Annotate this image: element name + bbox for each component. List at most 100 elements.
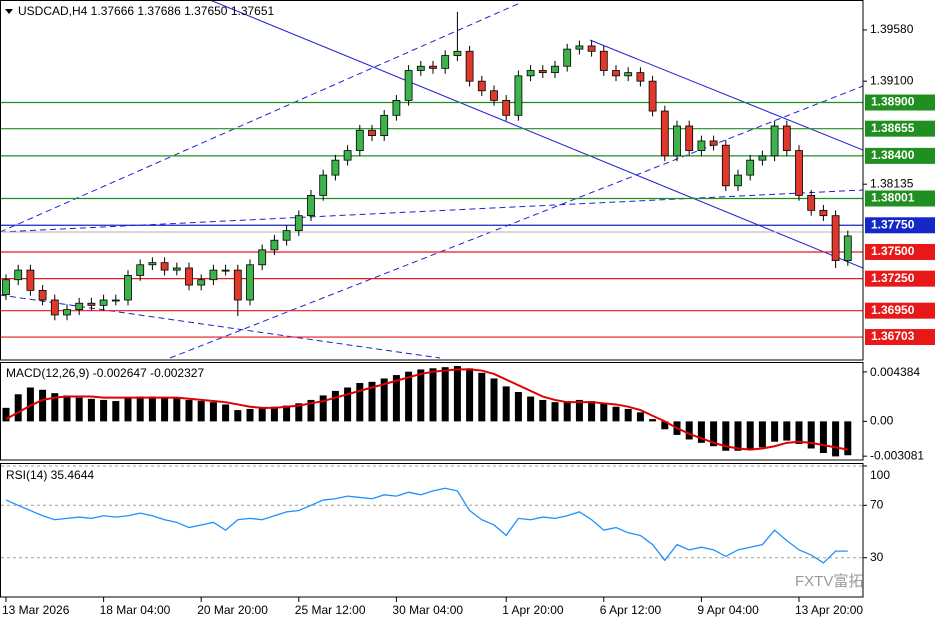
candle-body xyxy=(331,159,340,176)
macd-bar xyxy=(783,421,791,441)
macd-bar xyxy=(710,421,718,447)
macd-title: MACD(12,26,9) -0.002647 -0.002327 xyxy=(6,366,204,380)
candle-body xyxy=(221,269,230,272)
macd-bar xyxy=(771,421,779,442)
level-label-box xyxy=(865,270,935,287)
candle-body xyxy=(185,267,193,286)
macd-bar xyxy=(502,386,510,422)
macd-bar xyxy=(722,421,730,451)
level-label: 1.36950 xyxy=(871,303,915,317)
candle-body xyxy=(502,99,511,116)
watermark: FXTV富拓 xyxy=(795,572,863,590)
candle-body xyxy=(343,150,352,161)
candle-body xyxy=(624,72,633,77)
candle-body xyxy=(660,110,669,157)
level-label-box xyxy=(865,94,935,111)
x-tick-label: 18 Mar 04:00 xyxy=(100,603,171,617)
macd-bar xyxy=(26,387,34,422)
candle-body xyxy=(685,125,694,151)
candle-body xyxy=(734,174,742,187)
candle-body xyxy=(355,129,364,151)
candle-body xyxy=(673,125,681,157)
macd-bar xyxy=(661,421,669,430)
candle-body xyxy=(746,159,755,176)
macd-bar xyxy=(307,399,315,422)
macd-bar xyxy=(185,399,193,422)
chart-title: USDCAD,H4 1.37666 1.37686 1.37650 1.3765… xyxy=(18,4,275,18)
macd-bar xyxy=(344,387,352,422)
level-label-box xyxy=(865,190,935,207)
menu-arrow[interactable] xyxy=(5,9,13,14)
macd-bar xyxy=(222,404,230,422)
y-tick-label: 0.00 xyxy=(870,414,894,428)
level-label: 1.36703 xyxy=(871,329,915,343)
macd-bar xyxy=(368,381,376,422)
macd-bar xyxy=(234,410,242,422)
candle-body xyxy=(636,72,645,82)
macd-bar xyxy=(478,372,486,422)
level-label: 1.37750 xyxy=(871,217,915,231)
trend-line xyxy=(169,85,863,359)
macd-bar xyxy=(417,369,425,422)
macd-bar xyxy=(51,393,59,422)
macd-bar xyxy=(209,402,217,422)
candle-body xyxy=(587,45,596,52)
macd-bar xyxy=(612,406,620,422)
y-tick-label: 1.38135 xyxy=(870,176,914,190)
candle-body xyxy=(172,267,181,271)
candle-body xyxy=(758,155,767,161)
y-tick-label: 100 xyxy=(870,468,890,482)
trend-line xyxy=(0,294,441,359)
level-label-box xyxy=(865,243,935,260)
candle-body xyxy=(136,264,145,276)
macd-bar xyxy=(551,402,559,422)
macd-bar xyxy=(405,371,413,422)
macd-bar xyxy=(636,412,644,422)
candle-body xyxy=(465,50,474,82)
candle-body xyxy=(75,302,84,311)
level-label-box xyxy=(865,147,935,164)
level-label-box xyxy=(865,217,935,234)
macd-bar xyxy=(112,401,120,422)
candle-body xyxy=(368,129,376,137)
candle-body xyxy=(770,125,779,157)
macd-bar xyxy=(563,401,571,422)
level-label: 1.37500 xyxy=(871,244,915,258)
candle-body xyxy=(551,65,559,74)
macd-bar xyxy=(429,368,437,422)
x-tick-label: 9 Apr 04:00 xyxy=(697,603,759,617)
macd-bar xyxy=(148,396,156,422)
macd-bar xyxy=(283,405,291,422)
candle-body xyxy=(282,230,291,241)
candle-body xyxy=(160,262,169,271)
macd-bar xyxy=(758,421,766,448)
macd-bar xyxy=(295,403,303,422)
level-label: 1.38001 xyxy=(871,191,915,205)
y-tick-label: 70 xyxy=(870,497,884,511)
candle-body xyxy=(209,269,218,281)
y-tick-label: 1.39580 xyxy=(870,22,914,36)
candle-body xyxy=(319,174,328,196)
candle-body xyxy=(87,302,96,306)
macd-bar xyxy=(380,378,388,422)
x-tick-label: 25 Mar 12:00 xyxy=(295,603,366,617)
candle-body xyxy=(612,70,620,77)
macd-bar xyxy=(575,399,583,422)
macd-bar xyxy=(844,421,852,456)
macd-bar xyxy=(197,401,205,422)
level-label-box xyxy=(865,329,935,346)
candle-body xyxy=(782,125,791,151)
candle-body xyxy=(807,194,816,211)
macd-bar xyxy=(161,397,169,422)
macd-bar xyxy=(173,397,181,422)
macd-bar xyxy=(466,368,474,422)
x-tick-label: 1 Apr 20:00 xyxy=(502,603,564,617)
candle-body xyxy=(380,114,389,137)
candle-body xyxy=(63,309,71,316)
candle-body xyxy=(26,269,35,291)
macd-bar xyxy=(2,407,10,422)
macd-bar xyxy=(453,366,461,422)
macd-bar xyxy=(490,378,498,422)
